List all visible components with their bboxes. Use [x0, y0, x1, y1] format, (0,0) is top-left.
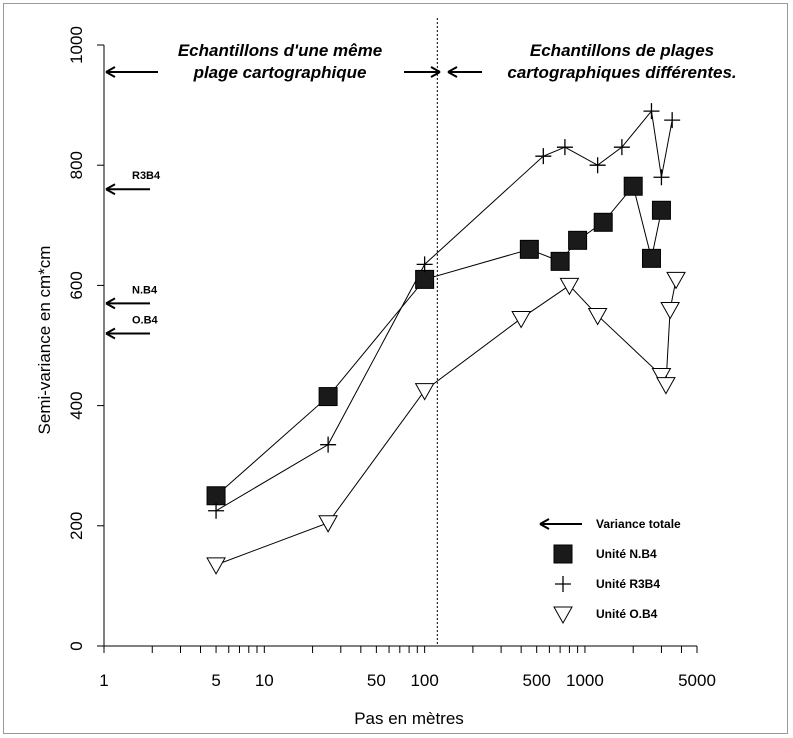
marker-plus	[416, 256, 433, 273]
marker-square	[651, 200, 671, 220]
marker-square	[550, 251, 570, 271]
chart-frame	[3, 3, 788, 734]
region-left-title-line2: plage cartographique	[193, 63, 367, 82]
y-tick-label: 0	[67, 641, 86, 650]
marker-triangle-down	[553, 606, 573, 625]
marker-triangle-down	[666, 271, 686, 290]
marker-square	[623, 176, 643, 196]
marker-plus	[643, 103, 660, 120]
marker-square	[519, 239, 539, 259]
region-right-title-line1: Echantillons de plages	[530, 41, 714, 60]
legend-label: Unité N.B4	[596, 547, 657, 561]
legend: Variance totale Unité N.B4 Unité R3B4 Unité…	[539, 517, 681, 625]
legend-label-variance-totale: Variance totale	[596, 517, 681, 531]
variance-totale-arrow	[105, 327, 150, 340]
series-lines	[215, 109, 677, 566]
variance-totale-label: N.B4	[132, 284, 158, 296]
marker-triangle-down	[559, 277, 580, 296]
series-line-plus	[215, 109, 673, 512]
marker-triangle-down	[660, 301, 681, 320]
marker-square	[641, 248, 661, 268]
marker-triangle-down	[206, 557, 226, 575]
variance-totale-arrow	[105, 297, 150, 310]
arrow-head	[105, 297, 116, 310]
series-line-triangle-down	[215, 279, 677, 566]
marker-plus	[664, 112, 681, 129]
marker-plus	[208, 502, 225, 519]
marker-triangle-down	[414, 383, 435, 401]
variance-totale-label: O.B4	[132, 314, 159, 326]
marker-plus	[535, 148, 552, 165]
marker-plus	[613, 139, 630, 156]
arrow-head	[105, 66, 116, 78]
y-tick-label: 800	[67, 151, 86, 179]
marker-triangle-down	[651, 368, 672, 386]
variance-totale-markers: R3B4 N.B4 O.B4	[105, 170, 161, 340]
legend-label: Unité O.B4	[596, 607, 658, 621]
axes: 0 200 400 600 800 1000 1 5 10 50 100 500 1000 5000	[67, 26, 716, 690]
marker-plus	[556, 139, 573, 156]
y-tick-label: 200	[67, 512, 86, 540]
arrow-head	[447, 66, 458, 78]
legend-arrow-icon	[539, 518, 582, 530]
arrow-head	[430, 66, 441, 78]
y-tick-label: 600	[67, 271, 86, 299]
x-tick-label: 50	[367, 671, 386, 690]
arrow-head	[105, 327, 116, 340]
marker-triangle-down	[318, 515, 338, 533]
marker-square	[415, 269, 435, 289]
marker-square	[593, 212, 613, 232]
marker-square	[318, 387, 338, 407]
marker-plus	[589, 157, 606, 174]
region-left-arrow-end	[404, 66, 441, 78]
x-axis-label: Pas en mètres	[354, 709, 464, 728]
series-markers	[206, 103, 686, 575]
x-tick-label: 500	[522, 671, 550, 690]
x-tick-label: 5000	[678, 671, 716, 690]
legend-label: Unité R3B4	[596, 577, 660, 591]
region-left-title-line1: Echantillons d'une même	[178, 41, 382, 60]
marker-plus	[653, 169, 670, 186]
marker-plus	[555, 576, 571, 592]
x-tick-label: 5	[211, 671, 220, 690]
marker-triangle-down	[587, 307, 608, 326]
region-annotations: Echantillons d'une même plage cartographi…	[105, 18, 737, 646]
arrow-head	[105, 183, 116, 196]
y-tick-label: 400	[67, 391, 86, 419]
variance-totale-arrow	[105, 183, 150, 196]
y-tick-label: 1000	[67, 26, 86, 64]
x-tick-label: 1000	[566, 671, 604, 690]
x-tick-label: 100	[410, 671, 438, 690]
region-right-arrow-start	[447, 66, 482, 78]
marker-triangle-down	[656, 377, 676, 395]
marker-plus	[320, 436, 337, 453]
marker-square	[568, 230, 588, 250]
series-line-square	[215, 185, 662, 497]
variance-totale-label: R3B4	[132, 170, 161, 182]
arrow-head	[539, 518, 550, 530]
region-left-arrow-start	[105, 66, 158, 78]
marker-square	[553, 544, 573, 564]
marker-square	[206, 486, 226, 506]
x-tick-label: 1	[99, 671, 108, 690]
marker-triangle-down	[511, 310, 532, 329]
x-tick-label: 10	[255, 671, 274, 690]
y-axis-label: Semi-variance en cm*cm	[35, 246, 54, 435]
region-right-title-line2: cartographiques différentes.	[507, 63, 736, 82]
